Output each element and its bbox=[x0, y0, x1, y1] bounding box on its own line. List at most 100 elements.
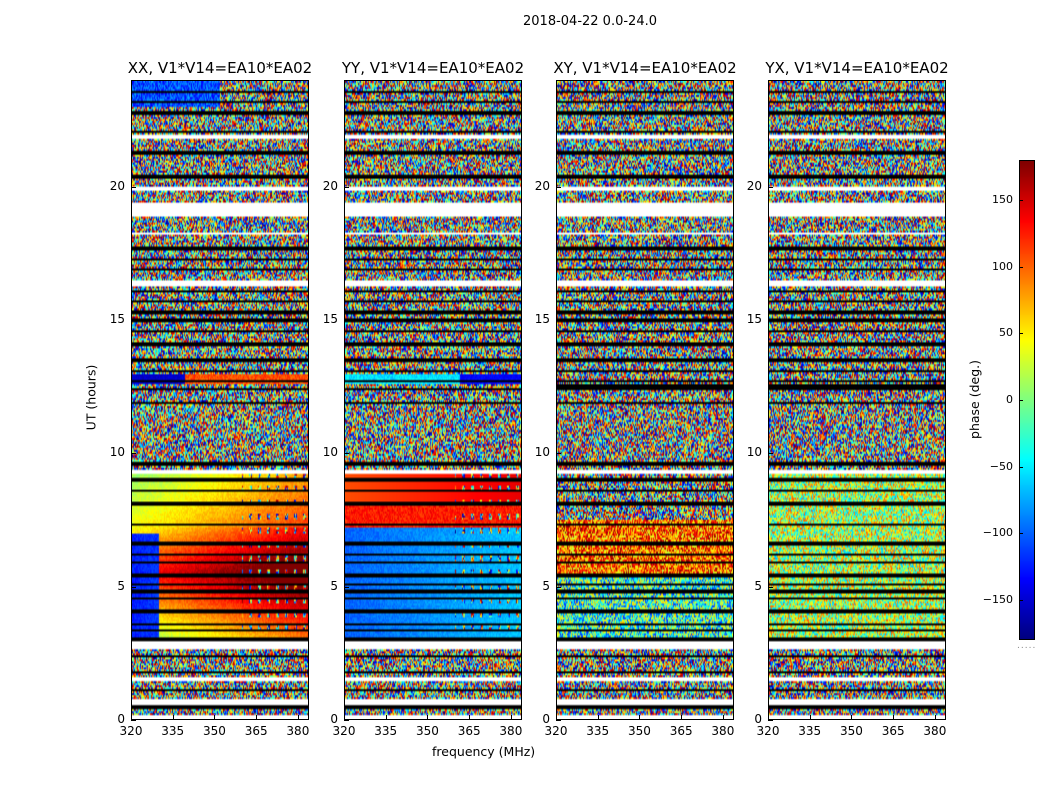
y-tick-label: 10 bbox=[109, 445, 125, 460]
colorbar-label: phase (deg.) bbox=[966, 360, 982, 439]
y-tick-label: 0 bbox=[542, 712, 550, 726]
y-tick-label: 15 bbox=[534, 312, 550, 326]
x-tick bbox=[344, 715, 345, 720]
x-tick-label: 350 bbox=[415, 724, 439, 738]
heatmap-image bbox=[132, 81, 308, 719]
heatmap-image bbox=[557, 81, 733, 719]
x-tick-label: 335 bbox=[586, 724, 610, 738]
x-tick-label: 380 bbox=[499, 724, 523, 738]
x-tick-label: 365 bbox=[881, 724, 905, 738]
colorbar-tick-label: 0 bbox=[1006, 393, 1013, 406]
y-tick bbox=[556, 453, 561, 455]
x-tick-label: 320 bbox=[756, 724, 780, 738]
colorbar-tick-label: −100 bbox=[982, 526, 1013, 540]
x-tick-label: 365 bbox=[244, 724, 268, 738]
colorbar-tick-label: 150 bbox=[992, 193, 1013, 206]
x-tick bbox=[214, 715, 216, 720]
colorbar-tick-label: 100 bbox=[992, 259, 1013, 273]
x-tick bbox=[469, 715, 471, 720]
x-tick bbox=[556, 715, 557, 720]
x-tick-label: 335 bbox=[798, 724, 822, 738]
x-tick bbox=[893, 715, 895, 720]
heatmap-panel-yx bbox=[768, 80, 946, 720]
y-tick bbox=[768, 720, 773, 721]
y-tick-label: 15 bbox=[109, 312, 125, 326]
y-tick-label: 20 bbox=[534, 178, 550, 193]
y-tick-label: 10 bbox=[534, 445, 550, 460]
y-tick bbox=[131, 186, 136, 188]
heatmap-panel-yy bbox=[344, 80, 522, 720]
x-tick-label: 350 bbox=[839, 724, 863, 738]
y-tick-label: 10 bbox=[322, 445, 338, 460]
y-tick-label: 5 bbox=[117, 578, 125, 593]
y-tick bbox=[556, 320, 561, 321]
colorbar-tick bbox=[1019, 266, 1023, 268]
y-tick-label: 5 bbox=[754, 578, 762, 593]
x-tick-label: 335 bbox=[161, 724, 185, 738]
x-tick bbox=[851, 715, 853, 720]
x-tick-label: 380 bbox=[923, 724, 947, 738]
y-tick-label: 15 bbox=[746, 312, 762, 326]
y-tick bbox=[344, 320, 349, 321]
heatmap-panel-xy bbox=[556, 80, 734, 720]
x-tick bbox=[768, 715, 769, 720]
x-tick bbox=[722, 715, 724, 720]
y-tick-label: 10 bbox=[746, 445, 762, 460]
x-tick bbox=[256, 715, 258, 720]
x-tick-label: 380 bbox=[711, 724, 735, 738]
x-tick-label: 335 bbox=[374, 724, 398, 738]
y-tick bbox=[556, 186, 561, 188]
x-axis-label: frequency (MHz) bbox=[432, 744, 536, 759]
y-tick bbox=[344, 586, 349, 588]
y-tick bbox=[768, 453, 773, 455]
x-tick bbox=[639, 715, 641, 720]
x-tick-label: 350 bbox=[627, 724, 651, 738]
y-tick-label: 15 bbox=[322, 312, 338, 326]
x-tick bbox=[172, 715, 174, 720]
y-tick-label: 20 bbox=[109, 178, 125, 193]
heatmap-panel-xx bbox=[131, 80, 309, 720]
colorbar-tick bbox=[1019, 400, 1023, 401]
panel-title: XX, V1*V14=EA10*EA02 bbox=[127, 59, 313, 77]
x-tick bbox=[131, 715, 132, 720]
x-tick-label: 320 bbox=[119, 724, 143, 738]
y-axis-label: UT (hours) bbox=[83, 364, 99, 431]
colorbar-tick bbox=[1019, 200, 1023, 201]
x-tick-label: 350 bbox=[202, 724, 226, 738]
y-tick bbox=[556, 720, 561, 721]
y-tick-label: 5 bbox=[330, 578, 338, 593]
y-tick bbox=[768, 586, 773, 588]
x-tick bbox=[385, 715, 387, 720]
y-tick-label: 0 bbox=[754, 712, 762, 726]
colorbar-tick-label: −50 bbox=[989, 459, 1013, 473]
panel-title: XY, V1*V14=EA10*EA02 bbox=[553, 59, 737, 77]
x-tick bbox=[510, 715, 512, 720]
colorbar-footnote: ..... bbox=[1017, 641, 1037, 651]
x-tick-label: 320 bbox=[332, 724, 356, 738]
y-tick-label: 0 bbox=[330, 712, 338, 726]
heatmap-image bbox=[769, 81, 945, 719]
x-tick-label: 365 bbox=[669, 724, 693, 738]
y-tick bbox=[344, 186, 349, 188]
x-tick-label: 365 bbox=[457, 724, 481, 738]
colorbar-tick bbox=[1019, 600, 1023, 601]
y-tick bbox=[131, 453, 136, 455]
colorbar-tick-label: −150 bbox=[982, 593, 1013, 606]
x-tick bbox=[597, 715, 599, 720]
colorbar-tick bbox=[1019, 333, 1023, 335]
panel-title: YY, V1*V14=EA10*EA02 bbox=[341, 59, 525, 77]
y-tick-label: 5 bbox=[542, 578, 550, 593]
y-tick-label: 20 bbox=[746, 178, 762, 193]
x-tick bbox=[297, 715, 299, 720]
figure-title: 2018-04-22 0.0-24.0 bbox=[523, 14, 657, 29]
y-tick bbox=[131, 320, 136, 321]
y-tick bbox=[556, 586, 561, 588]
colorbar-tick bbox=[1019, 466, 1023, 468]
x-tick bbox=[681, 715, 683, 720]
heatmap-image bbox=[345, 81, 521, 719]
x-tick-label: 380 bbox=[286, 724, 310, 738]
y-tick bbox=[344, 720, 349, 721]
y-tick bbox=[768, 320, 773, 321]
colorbar-tick-label: 50 bbox=[999, 326, 1013, 340]
y-tick bbox=[768, 186, 773, 188]
